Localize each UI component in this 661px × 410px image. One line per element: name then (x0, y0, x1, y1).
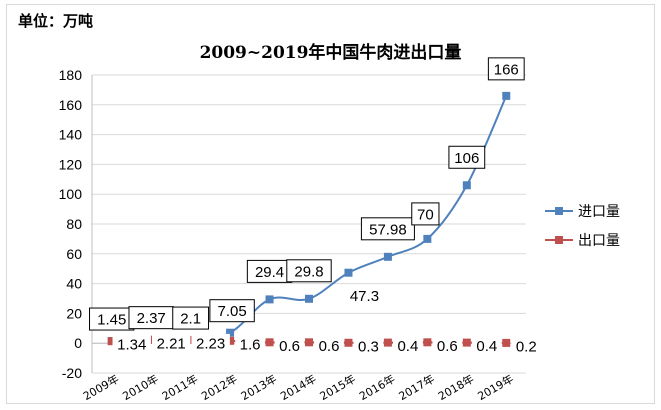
y-tick-label: 180 (59, 67, 83, 83)
data-point (344, 338, 353, 347)
y-tick-label: 40 (66, 276, 82, 292)
data-label-bg (432, 336, 463, 355)
data-label-bg (511, 336, 542, 355)
data-label: 106 (454, 150, 479, 167)
data-label-bg (151, 333, 191, 352)
data-point (462, 338, 471, 347)
data-point (344, 268, 353, 277)
x-tick-label: 2014年 (278, 371, 319, 403)
data-label-bg (471, 336, 502, 355)
data-label: 2.1 (180, 311, 201, 328)
y-tick-label: 60 (66, 246, 82, 262)
data-point (423, 338, 432, 347)
data-label: 29.8 (294, 263, 323, 280)
data-label: 0.6 (437, 338, 458, 355)
x-tick-label: 2018年 (436, 371, 477, 403)
data-label-box (209, 299, 255, 323)
x-tick-label: 2013年 (238, 371, 279, 403)
data-point (305, 294, 313, 303)
data-label-box (360, 217, 415, 241)
data-label: 70 (417, 206, 434, 223)
data-label: 0.3 (358, 338, 379, 355)
data-label-bg (191, 333, 230, 352)
x-tick-label: 2019年 (475, 371, 516, 403)
data-labels: 1.34 2.21 2.23 1.6 0.6 0.6 0.3 0.4 0.6 0.4 0.2 1.45… (89, 57, 542, 355)
series-line-1 (111, 95, 508, 343)
data-label: 2.21 (157, 335, 186, 352)
data-label-box (172, 306, 210, 330)
x-tick-label: 2016年 (357, 371, 398, 403)
data-label-bg (235, 334, 265, 353)
data-point (462, 181, 471, 190)
data-label-box (487, 57, 525, 81)
data-label: 166 (494, 61, 519, 78)
data-label: 2.37 (137, 310, 166, 327)
data-label: 7.05 (217, 303, 246, 320)
data-point (147, 335, 156, 344)
x-tick-label: 2012年 (199, 371, 240, 403)
data-label: 2.23 (196, 335, 225, 352)
data-point (186, 335, 195, 344)
y-tick-label: 20 (66, 305, 82, 321)
x-tick-label: 2009年 (80, 371, 121, 403)
data-label-box (411, 202, 440, 226)
data-label: 57.98 (369, 221, 407, 238)
legend-marker (555, 236, 563, 244)
y-tick-label: 0 (74, 335, 82, 351)
y-tick-label: 160 (59, 97, 83, 113)
data-label-bg (274, 336, 305, 355)
x-tick-label: 2011年 (159, 371, 200, 403)
legend-label: 出口量 (578, 233, 620, 249)
data-label: 0.6 (319, 338, 340, 355)
data-point (265, 295, 274, 304)
y-tick-label: 80 (66, 216, 82, 232)
grid-lines (92, 74, 526, 374)
y-tick-label: -20 (62, 365, 82, 381)
data-point (383, 338, 392, 347)
data-label: 0.4 (397, 338, 418, 355)
y-tick-label: 140 (59, 127, 83, 143)
x-tick-label: 2010年 (120, 371, 161, 403)
data-point (305, 338, 313, 347)
data-label: 1.45 (97, 312, 126, 329)
data-label: 0.6 (279, 338, 300, 355)
data-label: 29.4 (255, 264, 284, 281)
data-label-bg (345, 286, 384, 305)
data-label-box (448, 145, 486, 169)
data-label: 0.2 (516, 338, 537, 355)
data-label: 1.6 (240, 336, 261, 353)
data-label: 47.3 (350, 288, 379, 305)
x-tick-label: 2017年 (396, 371, 437, 403)
data-label: 1.34 (117, 337, 146, 354)
y-tick-label: 120 (59, 156, 83, 172)
data-point (502, 91, 511, 100)
legend-marker (555, 207, 563, 215)
x-tick-label: 2015年 (317, 371, 358, 403)
data-point (226, 328, 235, 337)
legend-label: 进口量 (578, 204, 620, 220)
data-label-bg (353, 336, 384, 355)
data-label-bg (112, 335, 151, 354)
data-label-bg (314, 336, 344, 355)
y-tick-label: 100 (59, 186, 83, 202)
data-point (502, 338, 511, 347)
data-label: 0.4 (476, 338, 497, 355)
data-point (265, 338, 274, 347)
chart-title: 2009~2019年中国牛肉进出口量 (199, 43, 462, 63)
data-label-box (286, 259, 332, 283)
data-point (383, 252, 392, 261)
data-point (107, 337, 116, 346)
data-label-bg (393, 336, 423, 355)
data-point (226, 336, 235, 345)
data-point (423, 234, 432, 243)
unit-label: 单位：万吨 (18, 12, 94, 30)
